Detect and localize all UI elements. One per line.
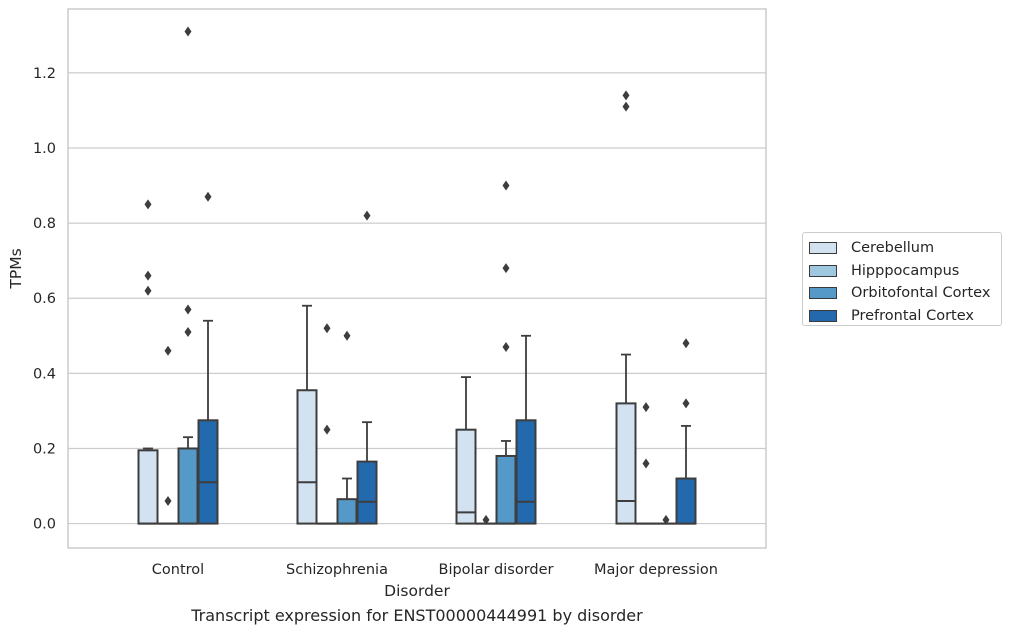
legend-item-orbitofrontal: Orbitofontal Cortex [809,282,1001,305]
box-prefrontal-cortex-control [199,420,218,523]
y-tick-label-2: 0.4 [33,366,56,382]
box-cerebellum-schizophrenia [298,390,317,523]
box-cerebellum-control [139,450,158,523]
box-orbitofontal-cortex-bipolar-disorder [497,456,516,524]
legend-label-orbitofrontal: Orbitofontal Cortex [851,285,990,301]
box-prefrontal-cortex-schizophrenia [358,462,377,524]
box-prefrontal-cortex-major-depression [677,479,696,524]
legend: Cerebellum Hipppocampus Orbitofontal Cor… [802,232,1002,326]
box-cerebellum-major-depression [617,403,636,523]
plot-area [68,9,766,548]
legend-swatch-prefrontal [809,310,837,322]
y-tick-label-3: 0.6 [33,291,56,307]
legend-label-hippocampus: Hipppocampus [851,263,959,279]
box-prefrontal-cortex-bipolar-disorder [517,420,536,523]
y-tick-label-5: 1.0 [33,141,56,157]
legend-label-cerebellum: Cerebellum [851,240,934,256]
legend-swatch-hippocampus [809,265,837,277]
y-tick-label-6: 1.2 [33,66,56,82]
box-orbitofontal-cortex-control [179,448,198,523]
x-tick-label-control: Control [152,562,204,578]
y-tick-label-0: 0.0 [33,517,56,533]
chart-caption: Transcript expression for ENST0000044499… [0,606,834,625]
legend-swatch-orbitofrontal [809,287,837,299]
x-tick-label-schizophrenia: Schizophrenia [286,562,388,578]
legend-item-cerebellum: Cerebellum [809,237,1001,260]
y-tick-label-1: 0.2 [33,441,56,457]
box-orbitofontal-cortex-schizophrenia [338,499,357,523]
legend-label-prefrontal: Prefrontal Cortex [851,308,974,324]
x-tick-label-bipolar-disorder: Bipolar disorder [439,562,554,578]
legend-swatch-cerebellum [809,242,837,254]
x-axis-label: Disorder [384,582,450,600]
legend-item-hippocampus: Hipppocampus [809,260,1001,283]
box-cerebellum-bipolar-disorder [457,430,476,524]
y-tick-label-4: 0.8 [33,216,56,232]
legend-item-prefrontal: Prefrontal Cortex [809,305,1001,328]
x-tick-label-major-depression: Major depression [594,562,718,578]
y-axis-label: TPMs [7,248,25,289]
